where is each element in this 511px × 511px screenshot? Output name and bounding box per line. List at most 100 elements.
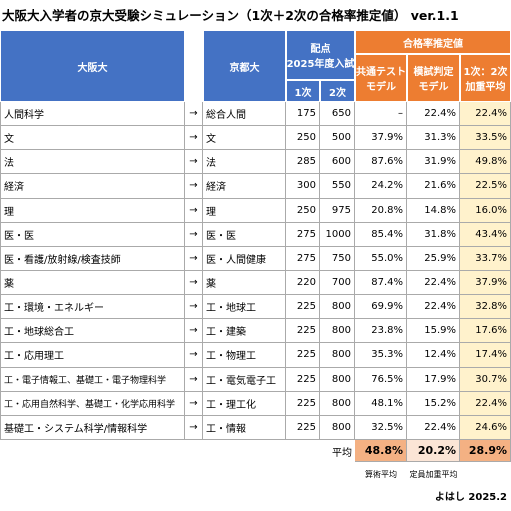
table-cell: 15.2% — [407, 391, 460, 416]
table-cell: 22.4% — [407, 415, 460, 440]
table-cell: 22.4% — [407, 271, 460, 296]
table-cell: 33.7% — [460, 246, 511, 271]
header-line: 配点 — [310, 44, 331, 55]
table-cell: → — [185, 415, 203, 440]
table-cell: 37.9% — [355, 126, 407, 151]
table-cell: 薬 — [203, 271, 286, 296]
table-cell: 600 — [320, 150, 355, 175]
table-cell: 225 — [286, 319, 320, 344]
table-cell: 285 — [286, 150, 320, 175]
table-cell: 225 — [286, 295, 320, 320]
table-cell: 25.9% — [407, 246, 460, 271]
header-cell: 1次：2次加重平均 — [460, 54, 511, 102]
table-cell: 工・環境・エネルギー — [0, 295, 185, 320]
table-cell: 22.4% — [460, 391, 511, 416]
table-cell: → — [185, 126, 203, 151]
table-cell: 800 — [320, 295, 355, 320]
header-cell: 京都大 — [203, 30, 286, 102]
table-cell: 理 — [0, 198, 185, 223]
table-cell: 225 — [286, 367, 320, 392]
header-cell: 2次 — [320, 80, 355, 102]
table-cell: → — [185, 367, 203, 392]
table-cell: 工・電気電子工 — [203, 367, 286, 392]
note: 算術平均 — [365, 469, 397, 479]
table-cell: 175 — [286, 102, 320, 127]
table-cell: 経済 — [0, 174, 185, 199]
header-line: モデル — [418, 82, 449, 93]
table-cell: 1000 — [320, 222, 355, 247]
average-label: 平均 — [332, 447, 352, 459]
average-cell: 28.9% — [460, 440, 511, 462]
header-cell: 1次 — [286, 80, 320, 102]
table-cell: 250 — [286, 126, 320, 151]
table-cell: 800 — [320, 391, 355, 416]
table-cell: 76.5% — [355, 367, 407, 392]
header-line: 1次：2次 — [463, 67, 508, 78]
table-cell: 300 — [286, 174, 320, 199]
table-cell: 31.8% — [407, 222, 460, 247]
table-cell: 49.8% — [460, 150, 511, 175]
table-cell: 32.8% — [460, 295, 511, 320]
table-cell: → — [185, 343, 203, 368]
table-cell: 16.0% — [460, 198, 511, 223]
table-cell: 85.4% — [355, 222, 407, 247]
table-cell: → — [185, 150, 203, 175]
table-cell: 225 — [286, 415, 320, 440]
table-cell: 225 — [286, 391, 320, 416]
header-cell: 合格率推定値 — [355, 30, 511, 54]
table-cell: 33.5% — [460, 126, 511, 151]
header-line: モデル — [366, 82, 396, 93]
table-cell: 15.9% — [407, 319, 460, 344]
table-cell: 工・建築 — [203, 319, 286, 344]
table-cell: 750 — [320, 246, 355, 271]
table-cell: 法 — [0, 150, 185, 175]
average-cell: 48.8% — [355, 440, 407, 462]
table-cell: 800 — [320, 367, 355, 392]
table-cell: 医・看護/放射線/検査技師 — [0, 246, 185, 271]
table-cell: 48.1% — [355, 391, 407, 416]
table-cell: 87.4% — [355, 271, 407, 296]
table-cell: – — [355, 102, 407, 127]
table-cell: 35.3% — [355, 343, 407, 368]
table-cell: → — [185, 391, 203, 416]
table-cell: 31.3% — [407, 126, 460, 151]
table-cell: 24.6% — [460, 415, 511, 440]
table-cell: 69.9% — [355, 295, 407, 320]
table-cell: 法 — [203, 150, 286, 175]
table-cell: 工・電子情報工、基礎工・電子物理科学 — [0, 367, 185, 392]
table-cell: 医・医 — [0, 222, 185, 247]
table-cell: 工・地球工 — [203, 295, 286, 320]
table-cell: 225 — [286, 343, 320, 368]
table-cell: 20.8% — [355, 198, 407, 223]
table-cell: 24.2% — [355, 174, 407, 199]
table-cell: 23.8% — [355, 319, 407, 344]
table-cell: 22.5% — [460, 174, 511, 199]
title: 大阪大入学者の京大受験シミュレーション（1次＋2次の合格率推定値） ver.1.… — [2, 8, 459, 23]
table-cell: 700 — [320, 271, 355, 296]
table-cell: 工・物理工 — [203, 343, 286, 368]
table-cell: 550 — [320, 174, 355, 199]
table-cell: 37.9% — [460, 271, 511, 296]
header-cell: 共通テスト モデル — [355, 54, 407, 102]
header-cell: 配点 2025年度入試 — [286, 30, 355, 80]
table-cell: 経済 — [203, 174, 286, 199]
header-line: 加重平均 — [465, 82, 506, 93]
table-cell: 32.5% — [355, 415, 407, 440]
table-cell: 12.4% — [407, 343, 460, 368]
average-cell: 20.2% — [407, 440, 460, 462]
table-cell: 理 — [203, 198, 286, 223]
table-cell: 17.4% — [460, 343, 511, 368]
table-cell: 220 — [286, 271, 320, 296]
table-cell: 21.6% — [407, 174, 460, 199]
table-cell: 工・情報 — [203, 415, 286, 440]
table-cell: → — [185, 246, 203, 271]
table-cell: → — [185, 222, 203, 247]
table-cell: 30.7% — [460, 367, 511, 392]
table-cell: 500 — [320, 126, 355, 151]
table-cell: → — [185, 102, 203, 127]
table-cell: 87.6% — [355, 150, 407, 175]
note: 定員加重平均 — [409, 469, 458, 479]
table-cell: 医・人間健康 — [203, 246, 286, 271]
table-cell: 55.0% — [355, 246, 407, 271]
